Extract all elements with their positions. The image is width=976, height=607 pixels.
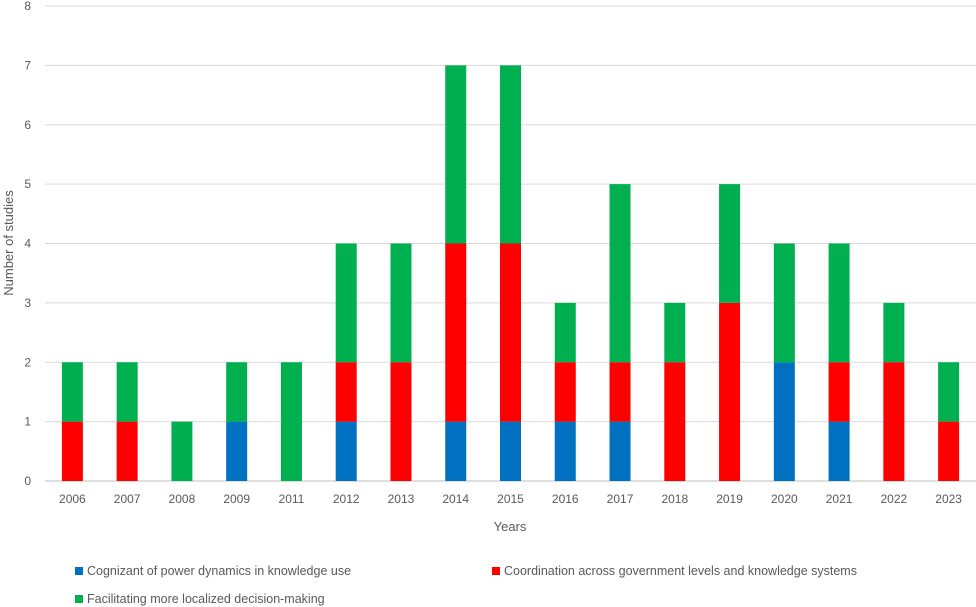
bar-segment [500,243,521,422]
bar-segment [554,421,576,481]
y-axis-ticks: 0 1 2 3 4 5 6 7 8 [24,0,31,488]
bar-segment [828,421,850,481]
bar-segment [719,302,741,481]
x-tick-label: 2022 [881,492,908,506]
y-tick-label: 5 [24,177,31,191]
bar-segment [554,362,576,422]
y-tick-label: 2 [24,355,31,369]
bar-segment [390,362,412,481]
x-tick-label: 2008 [169,492,196,506]
bar-segment [116,362,138,422]
bar-segment [883,302,905,363]
x-tick-label: 2007 [114,492,141,506]
y-tick-label: 8 [24,0,31,13]
y-tick-label: 6 [24,118,31,132]
bar-segment [61,421,83,481]
y-tick-label: 4 [24,237,31,251]
bar-segment [609,362,631,422]
bar-segment [609,184,631,363]
x-tick-label: 2018 [661,492,688,506]
x-tick-label: 2009 [223,492,250,506]
x-tick-label: 2017 [607,492,634,506]
bar-segment [938,421,960,481]
bar-segment [773,243,795,363]
y-tick-label: 1 [24,415,31,429]
bar-segment [500,421,521,481]
x-tick-label: 2011 [279,492,305,506]
bar-segment [61,362,83,422]
bar-segment [116,421,138,481]
bar-segment [828,243,850,363]
bar-segment [445,421,467,481]
y-tick-label: 3 [24,296,31,310]
bar-segment [445,65,467,244]
x-tick-label: 2016 [552,492,579,506]
y-axis-title: Number of studies [1,190,16,296]
bar-segment [500,65,521,244]
bar-segment [938,362,960,422]
x-tick-label: 2023 [935,492,962,506]
x-tick-label: 2020 [771,492,798,506]
x-tick-label: 2019 [716,492,743,506]
bars [61,65,960,481]
x-tick-label: 2015 [497,492,524,506]
bar-segment [445,243,467,422]
bar-segment [664,362,686,481]
x-tick-label: 2006 [59,492,86,506]
bar-segment [335,362,357,422]
bar-segment [883,362,905,481]
bar-segment [335,243,357,363]
bar-segment [828,362,850,422]
bar-segment [719,184,741,303]
x-tick-label: 2012 [333,492,360,506]
bar-segment [609,421,631,481]
bar-segment [773,362,795,481]
bar-segment [390,243,412,363]
bar-segment [280,362,302,481]
bar-segment [171,421,193,481]
y-tick-label: 0 [24,474,31,488]
x-tick-label: 2014 [442,492,469,506]
y-tick-label: 7 [24,58,31,72]
x-axis-title: Years [494,519,527,534]
bar-segment [664,302,686,363]
x-axis-ticks: 2006 2007 2008 2009 2011 2012 2013 2014 2015 2016… [59,492,962,506]
bar-segment [226,421,248,481]
bar-segment [226,362,248,422]
x-tick-label: 2021 [826,492,853,506]
bar-segment [335,421,357,481]
bar-segment [554,302,576,363]
x-tick-label: 2013 [388,492,415,506]
